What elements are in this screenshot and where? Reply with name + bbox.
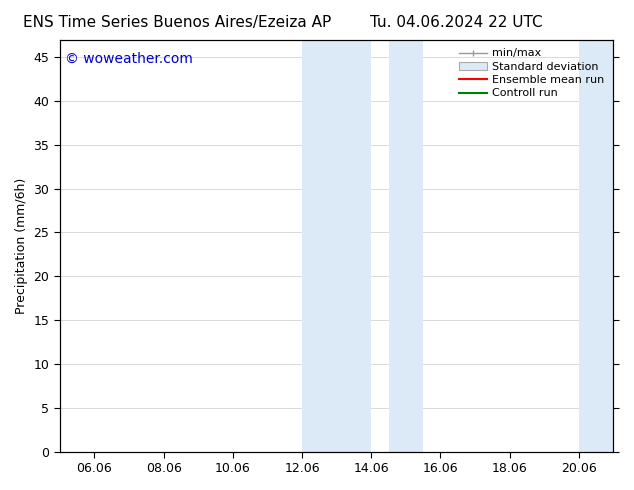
Text: ENS Time Series Buenos Aires/Ezeiza AP: ENS Time Series Buenos Aires/Ezeiza AP (23, 15, 332, 30)
Text: © woweather.com: © woweather.com (65, 52, 193, 66)
Legend: min/max, Standard deviation, Ensemble mean run, Controll run: min/max, Standard deviation, Ensemble me… (456, 45, 608, 102)
Text: Tu. 04.06.2024 22 UTC: Tu. 04.06.2024 22 UTC (370, 15, 543, 30)
Bar (302, 40, 372, 452)
Bar (579, 40, 634, 452)
Y-axis label: Precipitation (mm/6h): Precipitation (mm/6h) (15, 177, 28, 314)
Bar (389, 40, 423, 452)
